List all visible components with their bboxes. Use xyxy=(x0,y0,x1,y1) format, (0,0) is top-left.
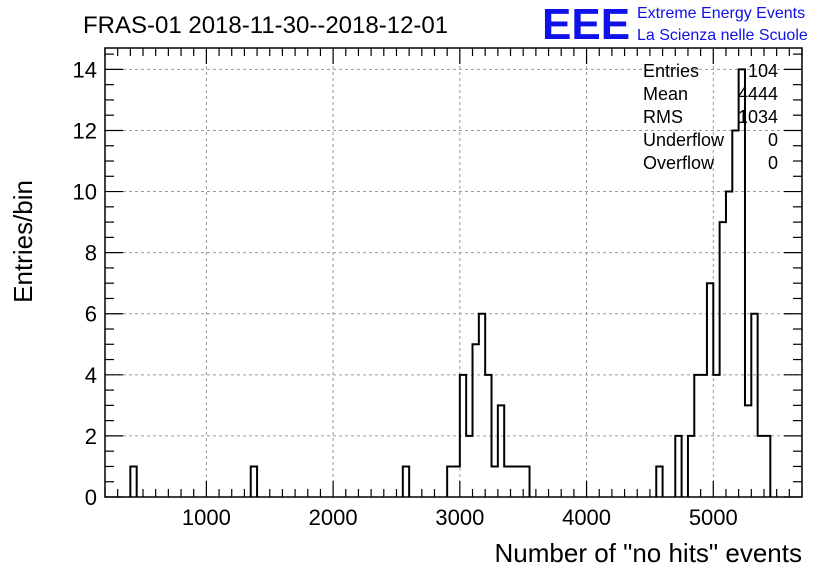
x-tick-label: 4000 xyxy=(562,505,611,530)
histogram-bar xyxy=(726,192,732,497)
histogram-bar xyxy=(758,436,764,497)
histogram-bar xyxy=(454,466,460,497)
stats-value: 1034 xyxy=(738,107,778,127)
y-tick-label: 6 xyxy=(85,302,97,327)
histogram-bar xyxy=(745,405,751,497)
stats-label: Entries xyxy=(643,61,699,81)
stats-label: RMS xyxy=(643,107,683,127)
y-tick-label: 4 xyxy=(85,363,97,388)
x-tick-label: 3000 xyxy=(435,505,484,530)
tick-labels-layer: 1000 2000 3000 4000 5000 0 2 4 6 8 10 12 14 xyxy=(73,57,738,530)
eee-logo: EEE Extreme Energy Events La Scienza nel… xyxy=(542,0,808,49)
x-axis-title: Number of "no hits" events xyxy=(495,538,803,568)
plot-frame xyxy=(104,47,803,498)
stats-label: Mean xyxy=(643,84,688,104)
histogram-bar xyxy=(492,466,498,497)
stats-label: Underflow xyxy=(643,130,725,150)
y-tick-label: 14 xyxy=(73,57,97,82)
y-axis-title: Entries/bin xyxy=(8,180,38,303)
stats-box: Entries 104 Mean 4444 RMS 1034 Underflow 0 Overf… xyxy=(643,61,778,173)
stats-value: 4444 xyxy=(738,84,778,104)
stats-value: 104 xyxy=(748,61,778,81)
eee-logo-mark: EEE xyxy=(542,0,630,49)
eee-logo-line2: La Scienza nelle Scuole xyxy=(637,27,808,44)
y-tick-label: 12 xyxy=(73,118,97,143)
x-tick-label: 1000 xyxy=(182,505,231,530)
eee-logo-line1: Extreme Energy Events xyxy=(637,5,805,22)
y-tick-label: 2 xyxy=(85,424,97,449)
y-tick-label: 10 xyxy=(73,180,97,205)
y-tick-label: 8 xyxy=(85,241,97,266)
x-tick-label: 5000 xyxy=(689,505,738,530)
histogram-bar xyxy=(466,436,472,497)
histogram-bar xyxy=(517,466,523,497)
ticks-layer xyxy=(104,48,803,498)
histogram-bar xyxy=(511,466,517,497)
stats-value: 0 xyxy=(768,153,778,173)
y-tick-label: 0 xyxy=(85,485,97,510)
grid-layer xyxy=(105,48,802,497)
chart-title: FRAS-01 2018-11-30--2018-12-01 xyxy=(83,12,448,39)
stats-label: Overflow xyxy=(643,153,715,173)
stats-value: 0 xyxy=(768,130,778,150)
histogram-bar xyxy=(504,466,510,497)
histogram-outline xyxy=(129,68,772,497)
x-tick-label: 2000 xyxy=(309,505,358,530)
